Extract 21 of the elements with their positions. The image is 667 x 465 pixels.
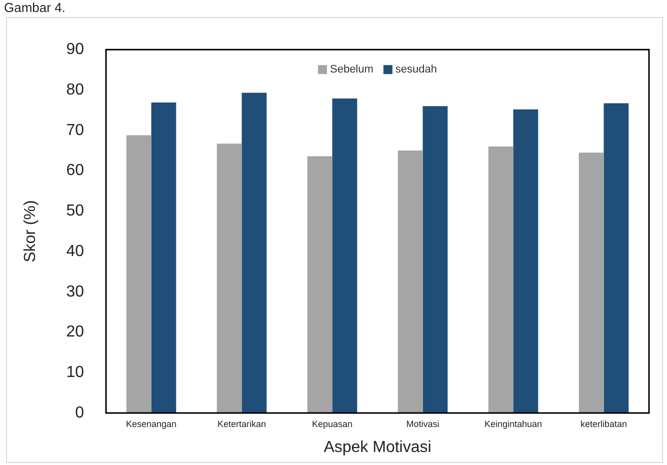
y-tick-label: 70 [66,122,84,139]
x-tick-label: Kesenangan [126,418,177,429]
x-tick-label: Kepuasan [312,418,353,429]
y-tick-label: 90 [66,41,84,58]
y-axis-title: Skor (%) [22,200,40,262]
text: Gambar 4. [4,0,66,15]
x-tick-label: Keingintahuan [484,418,542,429]
y-tick-label: 40 [66,242,84,260]
y-tick-label: 60 [66,162,84,180]
x-tick-label: keterlibatan [580,418,628,429]
y-tick-label: 0 [75,404,84,422]
y-tick-label: 10 [66,364,84,382]
y-tick-label: 30 [66,283,84,300]
y-tick-label: 50 [66,202,84,220]
legend-label: Sebelum [330,64,374,76]
y-tick-label: 80 [66,81,84,98]
legend-label: sesudah [395,64,438,76]
x-tick-label: Ketertarikan [217,418,266,429]
x-tick-label: Motivasi [406,418,440,429]
y-tick-label: 20 [66,324,84,341]
x-axis-title: Aspek Motivasi [324,438,432,456]
